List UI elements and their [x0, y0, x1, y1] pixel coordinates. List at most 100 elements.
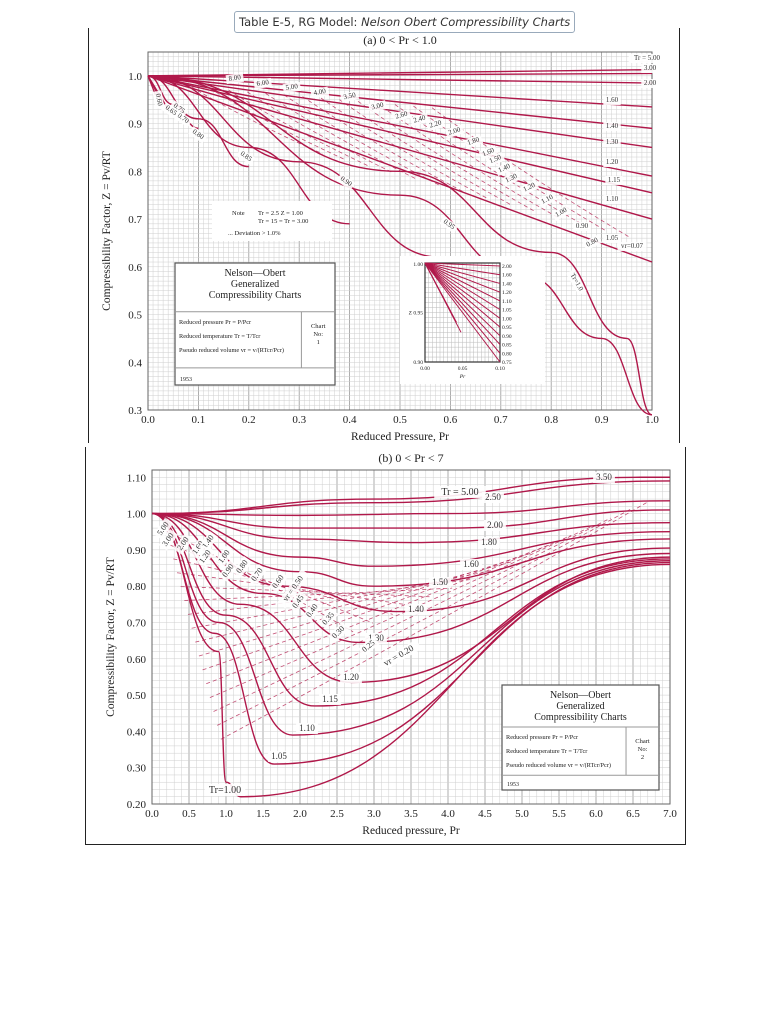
svg-text:Chart: Chart: [635, 738, 650, 745]
curve-label: 1.10: [296, 723, 318, 734]
svg-text:1.40: 1.40: [408, 604, 424, 614]
chart-a-axis-ticks: 0.0 0.1 0.2 0.3 0.4 0.5 0.6 0.7 0.8 0.9 1.0 0.3 0.4 0…: [128, 71, 659, 426]
tr-curve-5.00: [151, 480, 671, 515]
curve-label: Tr = 5.00: [434, 486, 486, 498]
chart-b-vr-lines: [165, 500, 651, 740]
curve-label: 1.60: [603, 96, 621, 105]
y-tick-label: 0.60: [127, 654, 147, 666]
y-tick-label: 0.40: [127, 726, 147, 738]
svg-text:1.80: 1.80: [466, 135, 481, 147]
svg-text:1.05: 1.05: [502, 308, 512, 314]
curve-label: 1.20: [340, 672, 362, 683]
chart-b-axis-ticks: 0.0 0.5 1.0 1.5 2.0 2.5 3.0 3.5 4.0 4.5 5.0 5.5 6.0 6…: [127, 472, 678, 820]
caption-prefix: Table E-5, RG Model:: [239, 15, 362, 29]
x-tick-label: 0.2: [242, 414, 256, 426]
svg-text:2.20: 2.20: [428, 118, 442, 129]
svg-text:Generalized: Generalized: [556, 701, 604, 712]
svg-text:Z 0.95: Z 0.95: [409, 311, 424, 317]
svg-text:1.20: 1.20: [606, 158, 619, 166]
tr-curve-1.60: [151, 512, 671, 567]
curve-label: 1.60: [478, 145, 499, 161]
svg-text:Note: Note: [232, 210, 245, 217]
y-tick-label: 0.70: [127, 617, 147, 629]
y-tick-label: 1.00: [127, 509, 147, 521]
svg-text:4.00: 4.00: [313, 87, 327, 97]
tr-curve-1.50: [151, 512, 671, 587]
svg-text:Pseudo reduced volume vr = v/(: Pseudo reduced volume vr = v/(RTcr/Pcr): [179, 347, 284, 354]
chart-a-low-pressure: 0.0 0.1 0.2 0.3 0.4 0.5 0.6 0.7 0.8 0.9 1.0 0.3 0.4 0…: [101, 33, 666, 443]
svg-text:0.95: 0.95: [502, 325, 512, 331]
y-axis-label: Compressibility Factor, Z = Pv/RT: [101, 151, 113, 311]
y-tick-label: 0.80: [127, 581, 147, 593]
curve-label: 1.80: [463, 134, 484, 149]
curve-label: 1.50: [485, 152, 506, 168]
curve-label: 1.40: [603, 122, 621, 131]
svg-text:1.40: 1.40: [502, 281, 512, 287]
svg-text:Reduced pressure Pr = P/Pcr: Reduced pressure Pr = P/Pcr: [506, 734, 579, 741]
curve-label: 1.10: [603, 195, 621, 204]
x-tick-label: 1.0: [645, 414, 659, 426]
curve-label: 2.40: [409, 112, 430, 127]
chart-title: (b) 0 < Pr < 7: [378, 451, 443, 465]
chart-b-frame: [85, 447, 686, 845]
svg-text:Nelson—Obert: Nelson—Obert: [224, 268, 285, 279]
y-tick-label: 1.0: [128, 71, 142, 83]
table-caption: Table E-5, RG Model: Nelson Obert Compre…: [234, 11, 576, 33]
curve-label: 1.15: [319, 694, 341, 705]
svg-text:Tr = 5.00: Tr = 5.00: [634, 54, 661, 62]
svg-text:1.80: 1.80: [481, 537, 497, 547]
chart-title: (a) 0 < Pr < 1.0: [363, 33, 437, 47]
svg-text:1953: 1953: [180, 377, 192, 383]
svg-text:Nelson—Obert: Nelson—Obert: [550, 690, 611, 701]
svg-text:0.00: 0.00: [420, 366, 430, 372]
tr-curve-2.50: [151, 500, 671, 517]
y-tick-label: 0.7: [128, 214, 142, 226]
svg-text:Tr=1.00: Tr=1.00: [209, 785, 241, 796]
svg-text:1.05: 1.05: [606, 234, 619, 242]
curve-label: 2.00: [444, 124, 465, 139]
curve-label: 2.50: [482, 492, 504, 503]
curve-label: 5.00: [282, 81, 302, 94]
curve-label: 0.90: [573, 222, 591, 231]
svg-text:1.15: 1.15: [322, 694, 338, 704]
svg-text:0.90: 0.90: [576, 222, 589, 230]
curve-label: 0.80: [582, 234, 603, 251]
tr-curve-1.80: [151, 512, 671, 544]
x-tick-label: 3.0: [367, 808, 381, 820]
x-tick-label: 4.5: [478, 808, 492, 820]
curve-label: 8.00: [225, 72, 245, 85]
svg-text:1.00: 1.00: [413, 262, 423, 268]
tr-curve-1.40: [151, 512, 671, 613]
curve-label: Tr = 5.00: [628, 54, 666, 63]
svg-text:Tr = 15 = Tr = 3.00: Tr = 15 = Tr = 3.00: [258, 218, 308, 225]
curve-label: 2.20: [425, 117, 446, 132]
svg-text:0.90: 0.90: [413, 360, 423, 366]
tr-curve-0.90: [147, 75, 441, 258]
curve-label: 1.20: [519, 179, 540, 196]
tr-curve-1.40: [147, 75, 653, 130]
curve-label: 1.30: [501, 170, 522, 187]
svg-text:1.15: 1.15: [608, 176, 621, 184]
y-tick-label: 0.90: [127, 545, 147, 557]
svg-text:2: 2: [641, 754, 644, 761]
y-tick-label: 0.8: [128, 166, 142, 178]
svg-text:1.50: 1.50: [432, 577, 448, 587]
svg-text:1.00: 1.00: [502, 316, 512, 322]
curve-label: 1.15: [605, 176, 623, 185]
curve-label: 2.60: [391, 108, 412, 123]
svg-text:1.10: 1.10: [502, 299, 512, 305]
curve-label: 6.00: [253, 77, 273, 90]
curve-label: 1.60: [460, 559, 482, 570]
curve-label: 1.80: [478, 537, 500, 548]
y-tick-label: 0.4: [128, 357, 142, 369]
svg-text:Pseudo reduced volume vr = v/(: Pseudo reduced volume vr = v/(RTcr/Pcr): [506, 762, 611, 769]
x-tick-label: 5.0: [515, 808, 529, 820]
x-tick-label: 0.0: [145, 808, 159, 820]
x-tick-label: 0.4: [343, 414, 357, 426]
x-tick-label: 0.1: [192, 414, 206, 426]
x-tick-label: 2.0: [293, 808, 307, 820]
tr-curve-1.20: [147, 75, 653, 177]
x-tick-label: 0.7: [494, 414, 508, 426]
svg-text:8.00: 8.00: [228, 73, 242, 83]
